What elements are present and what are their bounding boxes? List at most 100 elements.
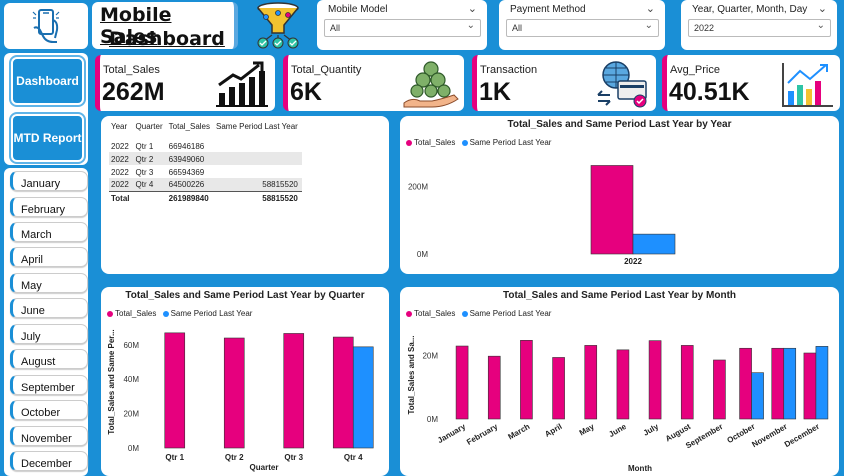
bar-total-sales — [680, 345, 694, 420]
sales-table: Year Quarter Total_Sales Same Period Las… — [109, 122, 302, 204]
x-tick-label: Qtr 3 — [284, 453, 303, 462]
table-cell: Qtr 3 — [135, 167, 154, 177]
table-cell: 63949060 — [166, 152, 214, 165]
dashboard-button[interactable]: Dashboard — [11, 57, 84, 105]
kpi-label: Transaction — [480, 64, 538, 76]
table-cell: 2022 — [111, 141, 129, 151]
legend-label-sales: Total_Sales — [115, 309, 157, 318]
month-button-june[interactable]: June — [10, 298, 88, 318]
table-cell — [214, 165, 302, 178]
month-button-january[interactable]: January — [10, 171, 88, 191]
chart-title: Total_Sales and Same Period Last Year by… — [507, 119, 732, 130]
chart-by-year-card: Total_Sales and Same Period Last Year by… — [400, 116, 839, 274]
month-button-july[interactable]: July — [10, 324, 88, 344]
y-tick-label: 20M — [422, 352, 438, 361]
chevron-down-icon: ⌄ — [644, 20, 653, 31]
x-tick-label: February — [465, 422, 500, 447]
chevron-down-icon[interactable]: ⌄ — [645, 3, 655, 15]
bar-total-sales — [223, 337, 245, 449]
table-cell: Total — [109, 190, 134, 204]
table-cell: 58815520 — [214, 178, 302, 191]
table-cell: Qtr 1 — [135, 141, 154, 151]
month-button-november[interactable]: November — [10, 426, 88, 446]
chevron-down-icon: ⌄ — [466, 20, 475, 31]
chart-by-quarter[interactable]: 0M 20M 40M 60M Qtr 1 Qtr 2 Qtr 3 Qtr 4 Quarter To… — [101, 287, 389, 476]
bar-total-sales — [739, 347, 752, 420]
kpi-total-sales: Total_Sales 262M — [95, 55, 275, 111]
mobile-model-dropdown[interactable]: All ⌄ — [324, 19, 481, 37]
month-button-april[interactable]: April — [10, 247, 88, 267]
table-cell — [214, 152, 302, 165]
legend-swatch — [406, 310, 412, 317]
month-button-may[interactable]: May — [10, 273, 88, 293]
payment-method-dropdown[interactable]: All ⌄ — [506, 19, 659, 37]
chart-legend: Total_Sales Same Period Last Year — [406, 309, 551, 318]
y-axis-label: Total_Sales and Same Per... — [107, 329, 116, 434]
chevron-down-icon[interactable]: ⌄ — [817, 3, 827, 15]
slicer-mobile-model[interactable]: Mobile Model ⌄ All ⌄ — [317, 0, 487, 50]
chart-legend: Total_Sales Same Period Last Year — [107, 309, 252, 318]
legend-swatch — [406, 139, 412, 146]
slicer-label: Mobile Model — [328, 4, 388, 15]
kpi-label: Total_Sales — [103, 64, 160, 76]
table-cell: 66594369 — [168, 167, 205, 177]
chart-legend: Total_Sales Same Period Last Year — [406, 138, 551, 147]
legend-label-last-year: Same Period Last Year — [469, 309, 552, 318]
table-cell: 66946186 — [168, 141, 205, 151]
table-row: 2022 Qtr 1 66946186 — [109, 139, 302, 152]
table-cell — [133, 190, 167, 204]
slicer-date-hierarchy[interactable]: Year, Quarter, Month, Day ⌄ 2022 ⌄ — [681, 0, 837, 50]
column-header-quarter[interactable]: Quarter — [135, 122, 163, 131]
month-button-march[interactable]: March — [10, 222, 88, 242]
chevron-down-icon[interactable]: ⌄ — [467, 3, 477, 15]
x-tick-label: March — [507, 422, 532, 442]
table-cell — [214, 139, 302, 152]
dropdown-value: All — [512, 23, 523, 33]
kpi-value: 6K — [290, 78, 322, 106]
table-total-row: Total 261989840 58815520 — [109, 190, 302, 204]
month-button-february[interactable]: February — [10, 197, 88, 217]
x-tick-label: Qtr 1 — [165, 453, 184, 462]
column-header-total-sales[interactable]: Total_Sales — [168, 122, 210, 131]
kpi-value: 262M — [102, 78, 165, 106]
table-cell: 58815520 — [214, 190, 302, 204]
legend-swatch — [461, 310, 468, 317]
chart-title: Total_Sales and Same Period Last Year by… — [125, 290, 365, 301]
chart-title: Total_Sales and Same Period Last Year by… — [502, 290, 737, 301]
column-header-same-period-last-year[interactable]: Same Period Last Year — [216, 122, 298, 131]
bar-total-sales — [164, 332, 186, 449]
x-tick-label: July — [642, 422, 661, 438]
column-header-year[interactable]: Year — [111, 122, 128, 131]
chart-by-year[interactable]: 0M 200M 2022 — [400, 116, 839, 274]
funnel-icon[interactable] — [246, 0, 310, 50]
legend-swatch — [162, 310, 169, 317]
slicer-payment-method[interactable]: Payment Method ⌄ All ⌄ — [499, 0, 665, 50]
date-dropdown[interactable]: 2022 ⌄ — [688, 19, 831, 37]
chart-by-quarter-card: Total_Sales and Same Period Last Year by… — [101, 287, 389, 476]
table-row: 2022 Qtr 4 64500226 58815520 — [109, 178, 302, 191]
x-tick-label: Qtr 4 — [344, 453, 363, 462]
month-button-august[interactable]: August — [10, 349, 88, 369]
y-tick-label: 60M — [123, 341, 139, 350]
bar-total-sales — [616, 349, 630, 420]
y-tick-label: 0M — [417, 250, 428, 259]
month-button-december[interactable]: December — [10, 451, 88, 471]
bar-total-sales — [713, 359, 726, 420]
bar-total-sales — [590, 165, 634, 255]
x-tick-label: 2022 — [624, 257, 642, 266]
bar-same-period-last-year — [352, 346, 374, 449]
bar-growth-icon — [216, 61, 268, 107]
bar-total-sales — [803, 352, 817, 420]
bar-trend-icon — [782, 63, 833, 107]
bar-same-period-last-year — [751, 372, 764, 420]
y-tick-label: 200M — [408, 182, 428, 191]
mtd-report-button[interactable]: MTD Report — [11, 114, 84, 162]
table-cell: 261989840 — [166, 190, 214, 204]
month-button-october[interactable]: October — [10, 400, 88, 420]
month-button-september[interactable]: September — [10, 375, 88, 395]
legend-label-last-year: Same Period Last Year — [469, 138, 552, 147]
kpi-label: Total_Quantity — [291, 64, 362, 76]
legend-label-last-year: Same Period Last Year — [170, 309, 253, 318]
x-tick-label: April — [543, 422, 563, 439]
